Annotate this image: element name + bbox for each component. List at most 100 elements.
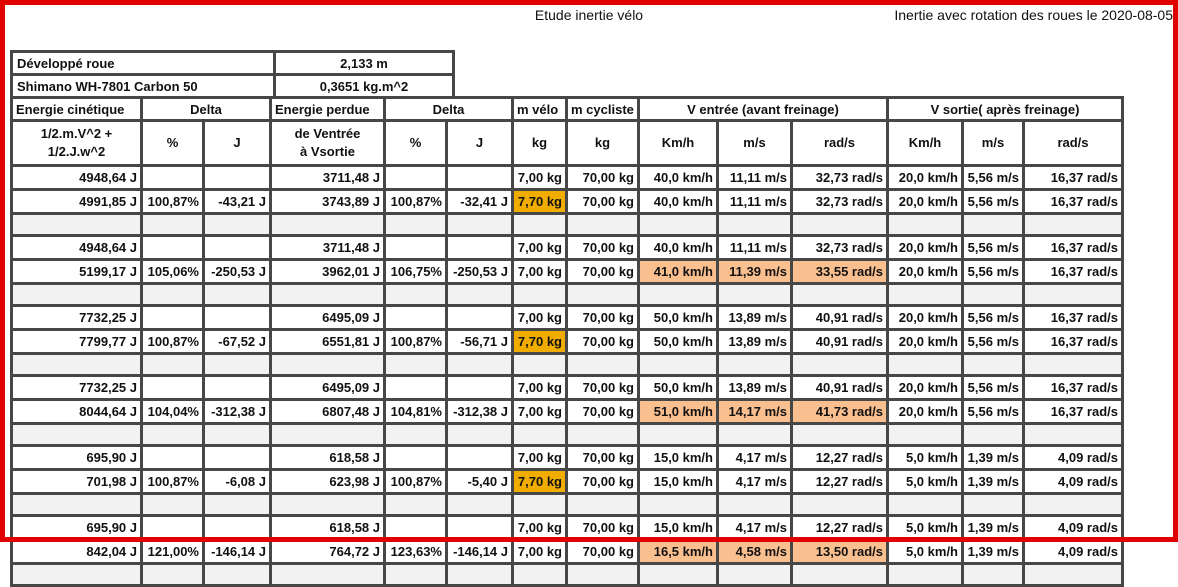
table-cell: 7732,25 J (10, 304, 143, 331)
table-cell: 40,0 km/h (637, 188, 719, 215)
spacer-cell (140, 422, 205, 447)
spacer-cell (790, 562, 889, 587)
table-cell: 7,00 kg (511, 304, 568, 331)
table-cell: 5,0 km/h (886, 514, 964, 541)
table-cell: 4,17 m/s (716, 468, 793, 495)
table-cell: 12,27 rad/s (790, 514, 889, 541)
spacer-cell (511, 422, 568, 447)
header-group-cell: V entrée (avant freinage) (637, 96, 889, 122)
table-cell: 20,0 km/h (886, 304, 964, 331)
table-cell (445, 234, 514, 261)
info-row: Shimano WH-7801 Carbon 50 0,3651 kg.m^2 (10, 73, 455, 99)
table-cell: 7,70 kg (511, 468, 568, 495)
spacer-cell (445, 282, 514, 307)
table-cell: 100,87% (140, 328, 205, 355)
table-cell (202, 444, 272, 471)
spacer-cell (269, 212, 386, 237)
table-cell: 20,0 km/h (886, 234, 964, 261)
spacer-cell (886, 562, 964, 587)
table-cell: 100,87% (383, 188, 448, 215)
spacer-cell (140, 212, 205, 237)
spacer-cell (637, 492, 719, 517)
table-cell: 7,70 kg (511, 188, 568, 215)
table-cell: 100,87% (383, 328, 448, 355)
sub-header-cell: rad/s (1022, 119, 1124, 167)
table-cell: 5,56 m/s (961, 304, 1025, 331)
spacer-cell (1022, 352, 1124, 377)
table-cell: 13,89 m/s (716, 374, 793, 401)
table-cell: -146,14 J (445, 538, 514, 565)
spacer-cell (202, 492, 272, 517)
table-cell: 6495,09 J (269, 374, 386, 401)
sub-header-cell: % (140, 119, 205, 167)
table-cell: 14,17 m/s (716, 398, 793, 425)
table-cell: 4,09 rad/s (1022, 468, 1124, 495)
info-row: Développé roue 2,133 m (10, 50, 455, 76)
table-cell: 3962,01 J (269, 258, 386, 285)
spacer-row (10, 352, 1124, 377)
table-cell: 4,09 rad/s (1022, 538, 1124, 565)
page-title: Etude inertie vélo (534, 7, 644, 23)
spacer-cell (511, 492, 568, 517)
info-table: Développé roue 2,133 m Shimano WH-7801 Car… (10, 50, 455, 99)
table-cell: 4991,85 J (10, 188, 143, 215)
table-cell (383, 514, 448, 541)
table-cell: 4,17 m/s (716, 444, 793, 471)
table-cell (445, 374, 514, 401)
table-cell: -312,38 J (445, 398, 514, 425)
table-cell: 4,17 m/s (716, 514, 793, 541)
table-cell: 70,00 kg (565, 188, 640, 215)
table-cell (383, 444, 448, 471)
table-cell: 7799,77 J (10, 328, 143, 355)
spacer-cell (637, 352, 719, 377)
table-cell: 7,00 kg (511, 234, 568, 261)
spacer-cell (383, 282, 448, 307)
spacer-cell (511, 352, 568, 377)
table-cell (140, 164, 205, 191)
spacer-cell (637, 212, 719, 237)
table-cell: 7,70 kg (511, 328, 568, 355)
table-row: 842,04 J 121,00% -146,14 J 764,72 J 123,63% -… (10, 538, 1124, 565)
table-cell: 7732,25 J (10, 374, 143, 401)
table-cell: 123,63% (383, 538, 448, 565)
table-cell: 16,37 rad/s (1022, 304, 1124, 331)
table-cell: 5,56 m/s (961, 164, 1025, 191)
spacer-cell (790, 282, 889, 307)
table-cell: 32,73 rad/s (790, 234, 889, 261)
table-cell (140, 514, 205, 541)
table-cell (140, 234, 205, 261)
table-cell (140, 374, 205, 401)
table-cell: 70,00 kg (565, 514, 640, 541)
table-cell: 15,0 km/h (637, 444, 719, 471)
table-cell: 16,37 rad/s (1022, 164, 1124, 191)
spacer-cell (10, 562, 143, 587)
spacer-cell (269, 282, 386, 307)
table-cell: 41,73 rad/s (790, 398, 889, 425)
spacer-cell (790, 492, 889, 517)
sub-header-cell: 1/2.m.V^2 + 1/2.J.w^2 (10, 119, 143, 167)
table-cell: 104,81% (383, 398, 448, 425)
info-table-body: Développé roue 2,133 m Shimano WH-7801 Car… (10, 50, 455, 99)
table-cell: 7,00 kg (511, 538, 568, 565)
sub-header-cell: J (202, 119, 272, 167)
spacer-row (10, 492, 1124, 517)
spacer-cell (565, 282, 640, 307)
table-cell: 6495,09 J (269, 304, 386, 331)
table-cell (445, 304, 514, 331)
table-cell: 100,87% (383, 468, 448, 495)
spacer-cell (565, 352, 640, 377)
table-cell: 7,00 kg (511, 258, 568, 285)
spacer-cell (637, 282, 719, 307)
table-cell: 20,0 km/h (886, 374, 964, 401)
table-cell: 5,56 m/s (961, 328, 1025, 355)
table-cell: 70,00 kg (565, 164, 640, 191)
table-cell: 50,0 km/h (637, 328, 719, 355)
spacer-cell (637, 562, 719, 587)
spacer-cell (383, 352, 448, 377)
spacer-cell (716, 212, 793, 237)
main-table-head: Energie cinétique Delta Energie perdue Delt… (10, 96, 1124, 167)
table-cell: 40,91 rad/s (790, 304, 889, 331)
table-cell: 50,0 km/h (637, 304, 719, 331)
table-cell: 12,27 rad/s (790, 444, 889, 471)
